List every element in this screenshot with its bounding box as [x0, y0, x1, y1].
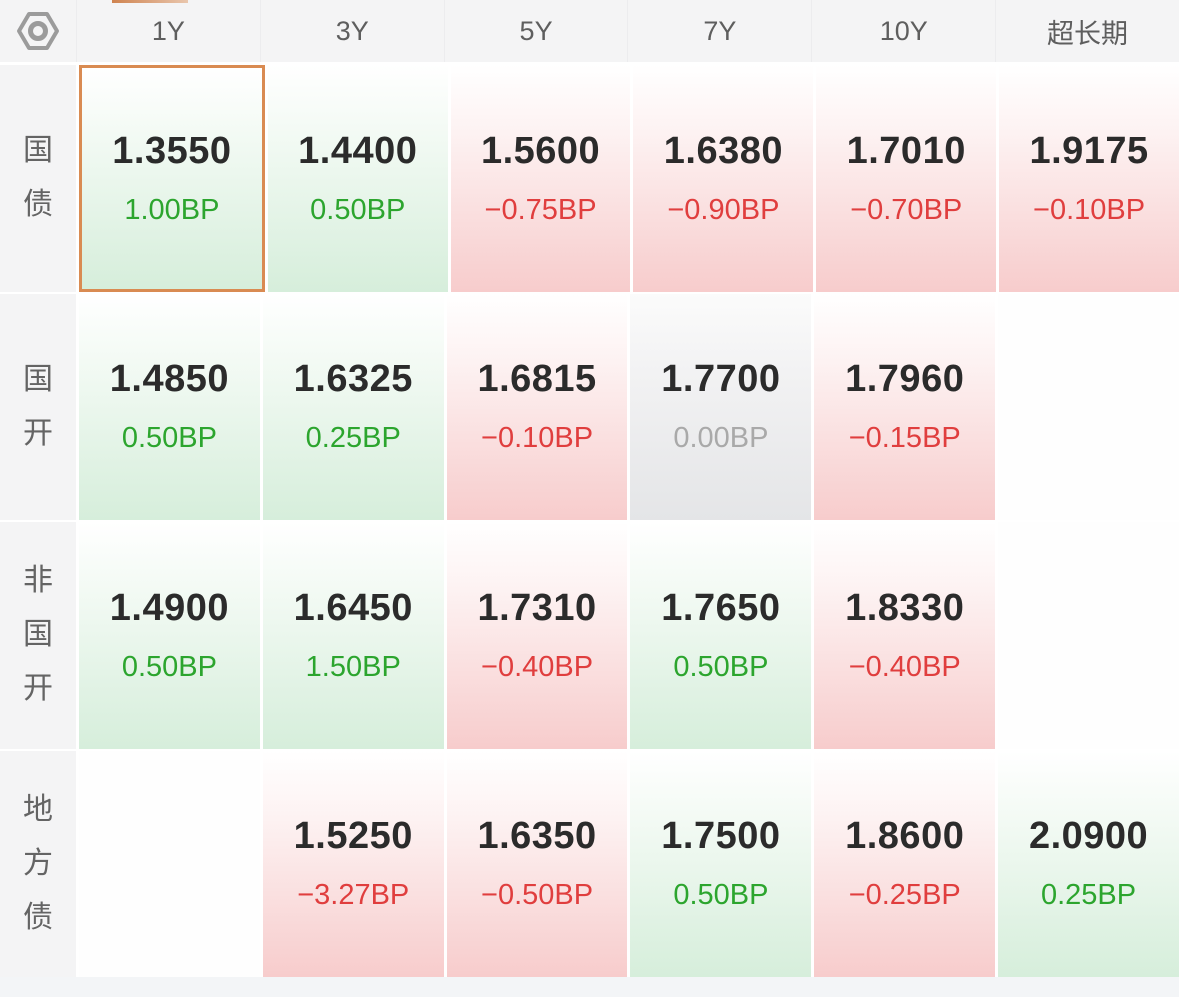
rate-value: 1.4400 — [298, 129, 418, 172]
bp-change: −0.10BP — [1033, 193, 1146, 226]
bp-change: −0.25BP — [848, 879, 961, 912]
bottom-safe-area — [0, 977, 1179, 997]
row-label-text: 国债 — [23, 134, 53, 222]
column-header-6: 超长期 — [995, 0, 1179, 62]
rate-cell[interactable]: 1.4850 0.50BP — [79, 293, 260, 520]
rate-cell[interactable]: 1.7500 0.50BP — [630, 750, 812, 977]
rate-cell[interactable]: 1.9175 −0.10BP — [999, 65, 1179, 292]
bp-change: 0.50BP — [310, 193, 406, 226]
rate-cell[interactable]: 1.7310 −0.40BP — [446, 522, 628, 749]
rate-cell[interactable]: 1.7650 0.50BP — [630, 522, 812, 749]
bp-change: −3.27BP — [297, 879, 410, 912]
table-body: 国债 1.3550 1.00BP 1.4400 0.50BP 1.5600 −0.75BP 1… — [0, 65, 1179, 977]
rate-cell[interactable]: 1.7960 −0.15BP — [814, 293, 996, 520]
bp-change: 1.50BP — [305, 650, 401, 683]
row-label: 地方债 — [0, 750, 76, 977]
rate-value: 1.6450 — [293, 586, 413, 629]
rate-cell[interactable]: 1.8330 −0.40BP — [814, 522, 996, 749]
rate-value: 2.0900 — [1028, 815, 1149, 858]
column-header-3: 5Y — [443, 0, 628, 62]
rate-value: 1.6325 — [293, 358, 413, 401]
rate-cell[interactable]: 1.8600 −0.25BP — [814, 750, 996, 977]
rate-value: 1.5250 — [293, 815, 413, 858]
table-row: 地方债 1.5250 −3.27BP 1.6350 −0.50BP 1.7500 0.50B… — [0, 750, 1179, 977]
rate-value: 1.7010 — [846, 129, 966, 172]
rate-cell[interactable]: 1.4900 0.50BP — [79, 522, 260, 749]
table-row: 国开 1.4850 0.50BP 1.6325 0.25BP 1.6815 −0.10BP 1… — [0, 293, 1179, 520]
bp-change: −0.90BP — [667, 193, 780, 226]
rate-cell[interactable]: 1.6350 −0.50BP — [446, 750, 628, 977]
column-header-2: 3Y — [259, 0, 444, 62]
rate-value: 1.8600 — [845, 815, 965, 858]
rate-value: 1.7960 — [845, 358, 965, 401]
rate-value: 1.9175 — [1029, 129, 1149, 172]
rate-cell — [79, 750, 260, 977]
row-label: 非国开 — [0, 522, 76, 749]
row-label-text: 国开 — [23, 362, 53, 450]
rate-value: 1.6350 — [477, 815, 597, 858]
rate-value: 1.7700 — [661, 358, 781, 401]
rate-cell — [998, 522, 1179, 749]
bp-change: −0.70BP — [850, 193, 963, 226]
bp-change: −0.75BP — [484, 193, 597, 226]
row-label: 国债 — [0, 65, 76, 292]
bp-change: 1.00BP — [124, 193, 220, 226]
rate-cell[interactable]: 2.0900 0.25BP — [998, 750, 1179, 977]
bp-change: −0.10BP — [481, 422, 594, 455]
rate-cell-selected[interactable]: 1.3550 1.00BP — [79, 65, 265, 292]
bp-change: 0.50BP — [121, 650, 217, 683]
column-header-row: 1Y 3Y 5Y 7Y 10Y 超长期 — [0, 0, 1179, 62]
bp-change: 0.50BP — [673, 879, 769, 912]
rate-value: 1.8330 — [845, 586, 965, 629]
rate-value: 1.7500 — [661, 815, 781, 858]
rate-cell[interactable]: 1.6380 −0.90BP — [633, 65, 814, 292]
rate-value: 1.6815 — [477, 358, 597, 401]
rate-cell[interactable]: 1.7700 0.00BP — [630, 293, 812, 520]
rate-cell — [998, 293, 1179, 520]
bp-change: −0.15BP — [848, 422, 961, 455]
row-label: 国开 — [0, 293, 76, 520]
rate-cell[interactable]: 1.5250 −3.27BP — [262, 750, 444, 977]
bp-change: 0.25BP — [305, 422, 401, 455]
table-row: 国债 1.3550 1.00BP 1.4400 0.50BP 1.5600 −0.75BP 1… — [0, 65, 1179, 292]
column-header-5: 10Y — [811, 0, 995, 62]
rate-cell[interactable]: 1.4400 0.50BP — [267, 65, 448, 292]
rate-value: 1.6380 — [663, 129, 784, 172]
bp-change: 0.00BP — [673, 422, 769, 455]
column-header-1: 1Y — [76, 0, 260, 62]
settings-button[interactable] — [0, 0, 76, 62]
rate-value: 1.7310 — [477, 586, 597, 629]
bp-change: 0.50BP — [121, 422, 217, 455]
rate-value: 1.5600 — [480, 129, 601, 172]
rate-value: 1.3550 — [112, 129, 232, 172]
hex-nut-settings-icon — [17, 12, 59, 50]
table-row: 非国开 1.4900 0.50BP 1.6450 1.50BP 1.7310 −0.40BP… — [0, 522, 1179, 749]
row-label-text: 地方债 — [23, 792, 53, 934]
rate-cell[interactable]: 1.6815 −0.10BP — [446, 293, 628, 520]
bp-change: 0.25BP — [1040, 879, 1137, 912]
rate-cell[interactable]: 1.7010 −0.70BP — [816, 65, 997, 292]
column-header-4: 7Y — [627, 0, 811, 62]
bp-change: 0.50BP — [673, 650, 769, 683]
bp-change: −0.40BP — [481, 650, 594, 683]
rate-value: 1.7650 — [661, 586, 781, 629]
rate-value: 1.4900 — [109, 586, 230, 629]
rate-value: 1.4850 — [109, 358, 230, 401]
rate-cell[interactable]: 1.6450 1.50BP — [262, 522, 444, 749]
tab-indicator-remnant — [112, 0, 188, 3]
bp-change: −0.50BP — [481, 879, 594, 912]
rate-cell[interactable]: 1.5600 −0.75BP — [450, 65, 631, 292]
bp-change: −0.40BP — [848, 650, 961, 683]
rate-cell[interactable]: 1.6325 0.25BP — [262, 293, 444, 520]
row-label-text: 非国开 — [23, 564, 53, 706]
